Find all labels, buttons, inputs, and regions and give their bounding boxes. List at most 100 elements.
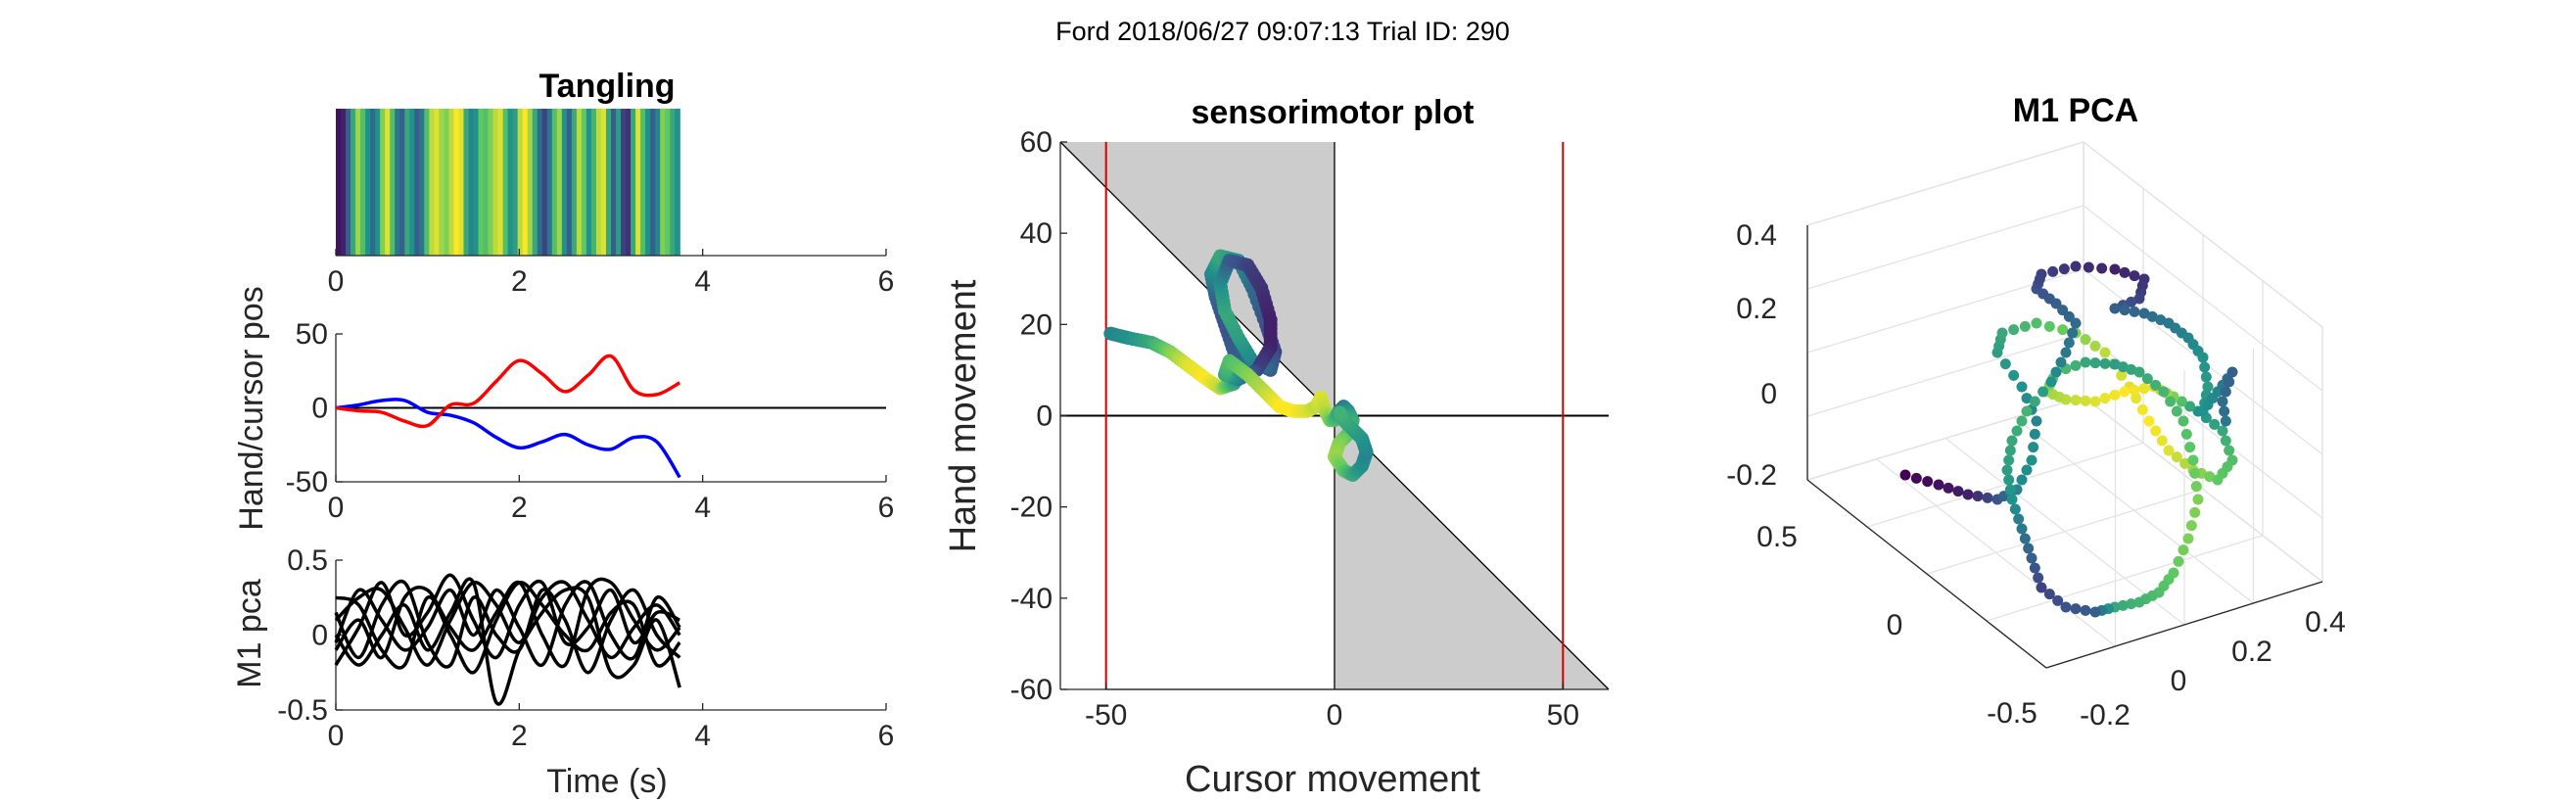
pca3d-grid-line (2014, 416, 2254, 604)
tangling-cell (439, 109, 445, 256)
tangling-cell (645, 109, 651, 256)
pca3d-point (2070, 260, 2082, 272)
tangling-cell (365, 109, 371, 256)
tangling-cell (660, 109, 666, 256)
sensorimotor-x-axis-tick-label: -50 (1085, 699, 1127, 732)
pca3d-trajectory (1899, 260, 2238, 618)
pca3d-point (2155, 314, 2167, 326)
m1pca-series-1 (334, 577, 681, 669)
pca3d-point (2129, 270, 2140, 282)
sensorimotor-x-axis-tick-label: 50 (1547, 699, 1579, 732)
pca3d-point (2016, 415, 2028, 427)
pca3d-panel: M1 PCA 0.4 0.2 0 -0.2 -0.2 0 0.2 0.4 -0.5 0 0.5 (1726, 92, 2346, 732)
pca3d-point (2029, 396, 2040, 407)
tangling-cell (512, 109, 519, 256)
pca3d-point (1962, 489, 1974, 500)
sensorimotor-x-axis-tick-label: 0 (1327, 699, 1343, 732)
pca3d-point (2173, 555, 2184, 567)
pca3d-point (2026, 552, 2037, 564)
tangling-cell (600, 109, 607, 256)
pca3d-point (2037, 386, 2049, 398)
pca3d-point (2189, 506, 2201, 518)
m1pca-series-6 (334, 580, 681, 667)
pca3d-point (2001, 464, 2013, 476)
pca3d-point (2217, 425, 2228, 437)
pca3d-point (2133, 596, 2145, 608)
tangling-cell (395, 109, 400, 256)
pca3d-point (2021, 393, 2033, 404)
tangling-cell (497, 109, 504, 256)
pca3d-point (2217, 396, 2228, 407)
tangling-cell (561, 109, 568, 256)
pca3d-point (2029, 562, 2040, 574)
tangling-cell (434, 109, 440, 256)
tangling-cell (478, 109, 485, 256)
sensorimotor-y-axis-tick-label: 40 (1020, 217, 1053, 250)
pca3d-point (2003, 454, 2015, 466)
pca3d-point (2043, 320, 2055, 332)
pca3d-point (2070, 359, 2082, 371)
pca3d-point (2080, 334, 2091, 346)
pca3d-point (1933, 479, 1944, 491)
tangling-cell (419, 109, 425, 256)
pca3d-point (2026, 454, 2037, 466)
tangling-cell (468, 109, 475, 256)
sensorimotor-axes: -50 0 50 -60 -40 -20 0 20 40 60 (1010, 126, 1609, 732)
pca3d-point (2133, 293, 2145, 305)
pca3d-point (2063, 337, 2075, 349)
sensorimotor-y-axis-tick-label: 0 (1036, 401, 1053, 433)
tangling-cell (537, 109, 543, 256)
pca3d-point (2143, 415, 2155, 427)
pca3d-point (2036, 582, 2047, 593)
tangling-cell (458, 109, 465, 256)
handcursor-series-0 (335, 398, 681, 479)
tangling-cell (626, 109, 632, 256)
tangling-cell (655, 109, 661, 256)
pca3d-point (2226, 454, 2238, 466)
pca3d-point (2163, 445, 2175, 456)
pca3d-point (2011, 425, 2023, 437)
sensorimotor-panel: sensorimotor plot -50 0 50 -60 -40 -20 0 20 40 60… (943, 94, 1610, 800)
pca3d-point (2199, 361, 2211, 373)
tangling-cell (631, 109, 636, 256)
pca3d-z-tick-label: 0.4 (1736, 219, 1777, 252)
pca3d-point (2057, 324, 2069, 336)
tangling-cell (551, 109, 558, 256)
pca3d-point (2089, 396, 2101, 407)
tangling-cell (611, 109, 617, 256)
pca3d-point (2224, 376, 2235, 388)
pca3d-point (1922, 476, 1934, 488)
m1pca-series-4 (334, 577, 681, 706)
handcursor-series (335, 354, 681, 479)
pca3d-tick-labels: 0.4 0.2 0 -0.2 -0.2 0 0.2 0.4 -0.5 0 0.5 (1726, 219, 2346, 732)
tangling-cell (616, 109, 622, 256)
pca3d-x-tick-label: 0.2 (2231, 636, 2272, 668)
pca3d-point (2009, 503, 2021, 515)
pca3d-point (2180, 428, 2192, 440)
m1pca-y-axis-tick-label: 0 (311, 620, 328, 652)
pca3d-title: M1 PCA (2013, 92, 2138, 129)
tangling-cell (675, 109, 680, 256)
pca3d-x-tick-label: -0.2 (2080, 699, 2131, 732)
pca3d-point (1996, 327, 2008, 339)
pca3d-grid-line (1806, 205, 2084, 290)
pca3d-point (1972, 491, 1984, 502)
pca3d-point (2099, 347, 2111, 358)
pca3d-point (2019, 320, 2031, 332)
pca3d-y-axis-line (1806, 479, 2047, 669)
pca3d-point (2182, 533, 2194, 544)
tangling-cell (621, 109, 627, 256)
pca3d-point (2156, 435, 2168, 447)
pca3d-point (2126, 296, 2137, 307)
sensorimotor-y-axis-tick-label: -60 (1010, 674, 1053, 706)
pca3d-x-tick-label: 0.4 (2305, 606, 2346, 638)
m1pca-y-axis-tick-label: -0.5 (277, 694, 328, 727)
tangling-cell (424, 109, 430, 256)
pca3d-point (2021, 405, 2033, 417)
pca3d-y-tick-label: 0 (1887, 609, 1903, 641)
tangling-cell (590, 109, 597, 256)
tangling-cell (488, 109, 494, 256)
tangling-cell (556, 109, 563, 256)
